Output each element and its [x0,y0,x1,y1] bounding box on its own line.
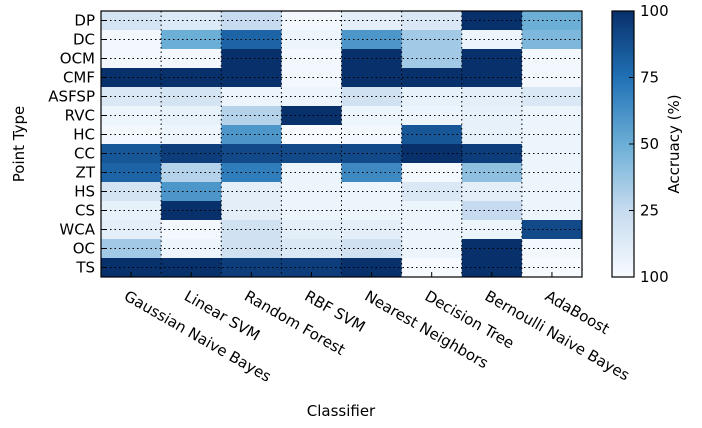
heatmap-cell-cc-3 [281,144,342,164]
heatmap-cell-zt-0 [101,163,162,183]
heatmap-cell-oc-3 [281,239,342,259]
heatmap-cell-cmf-2 [221,68,282,88]
heatmap-cell-cc-2 [221,144,282,164]
heatmap-cell-oc-2 [221,239,282,259]
heatmap-cell-hc-3 [281,125,342,145]
heatmap-cell-cs-3 [281,201,342,221]
heatmap-cell-hs-6 [461,182,523,202]
y-tick-label-ts: TS [75,259,95,277]
y-tick-label-hs: HS [74,183,95,201]
heatmap-cell-rvc-0 [101,106,162,126]
heatmap-cell-dp-6 [461,11,523,31]
colorbar-ticks: 100 75 50 25 100 [629,2,669,286]
x-axis-label: Classifier [307,402,376,420]
y-tick-label-ocm: OCM [60,50,95,68]
y-tick-label-hc: HC [73,126,95,144]
heatmap-cell-hc-5 [401,125,463,145]
heatmap-cell-hs-3 [281,182,342,202]
heatmap-cell-oc-5 [401,239,463,259]
heatmap-cell-asfsp-0 [101,87,162,107]
colorbar-tick-label: 50 [640,135,659,153]
heatmap-cell-rvc-6 [461,106,523,126]
heatmap-cell-cc-0 [101,144,162,164]
heatmap-cell-dp-2 [221,11,282,31]
heatmap-cell-hc-0 [101,125,162,145]
heatmap-cell-cmf-6 [461,68,523,88]
heatmap-cell-ts-0 [101,258,162,278]
heatmap-cell-zt-3 [281,163,342,183]
heatmap-cell-ts-5 [401,258,463,278]
heatmap-cell-ocm-6 [461,49,523,69]
grid-lines [101,11,582,277]
heatmap-cell-asfsp-2 [221,87,282,107]
heatmap-cell-ts-3 [281,258,342,278]
heatmap-cell-dc-2 [221,30,282,50]
y-tick-label-rvc: RVC [65,107,95,125]
heatmap-cell-hc-2 [221,125,282,145]
y-tick-label-cmf: CMF [63,69,95,87]
heatmap-cell-cs-2 [221,201,282,221]
heatmap-cell-dc-6 [461,30,523,50]
heatmap-cell-ocm-3 [281,49,342,69]
heatmap-cell-dp-0 [101,11,162,31]
heatmap-cell-wca-2 [221,220,282,240]
heatmap-cell-cmf-3 [281,68,342,88]
colorbar-tick-label: 75 [640,69,659,87]
heatmap-cell-cmf-0 [101,68,162,88]
heatmap-cell-dp-3 [281,11,342,31]
heatmap-cell-asfsp-3 [281,87,342,107]
heatmap-cell-ocm-0 [101,49,162,69]
heatmap-cell-asfsp-6 [461,87,523,107]
colorbar-tick-label: 100 [640,2,669,20]
heatmap-cell-wca-3 [281,220,342,240]
heatmap-cell-zt-2 [221,163,282,183]
heatmap-cell-asfsp-5 [401,87,463,107]
heatmap-cell-cs-5 [401,201,463,221]
heatmap-cell-cs-0 [101,201,162,221]
heatmap-cell-rvc-3 [281,106,342,126]
heatmap-cell-wca-5 [401,220,463,240]
heatmap-cell-dp-5 [401,11,463,31]
y-tick-label-dp: DP [74,12,95,30]
colorbar-tick-label: 100 [640,268,669,286]
heatmap-cell-dc-0 [101,30,162,50]
y-tick-label-asfsp: ASFSP [48,88,95,106]
heatmap-cell-wca-0 [101,220,162,240]
plot-frame [100,10,583,278]
heatmap-cell-cmf-5 [401,68,463,88]
y-tick-label-wca: WCA [59,221,95,239]
colorbar-tick-label: 25 [640,202,659,220]
heatmap-cell-zt-5 [401,163,463,183]
heatmap-cell-hs-0 [101,182,162,202]
y-tick-label-cs: CS [75,202,95,220]
y-tick-label-cc: CC [74,145,95,163]
heatmap-cell-cc-6 [461,144,523,164]
heatmap-cell-oc-0 [101,239,162,259]
heatmap-cell-cs-6 [461,201,523,221]
colorbar-label: Accruacy (%) [665,94,683,193]
y-axis-label: Point Type [10,106,28,182]
heatmap-cell-ts-6 [461,258,523,278]
heatmap-cell-rvc-2 [221,106,282,126]
heatmap-cell-ts-2 [221,258,282,278]
heatmap-cell-zt-6 [461,163,523,183]
y-tick-label-oc: OC [73,240,95,258]
heatmap-cell-dc-5 [401,30,463,50]
heatmap-cell-cc-5 [401,144,463,164]
y-tick-label-dc: DC [73,31,95,49]
heatmap-cell-ocm-5 [401,49,463,69]
heatmap-cell-ocm-2 [221,49,282,69]
heatmap-cell-dc-3 [281,30,342,50]
heatmap-cell-oc-6 [461,239,523,259]
heatmap-cell-rvc-5 [401,106,463,126]
y-tick-label-zt: ZT [76,164,96,182]
heatmap-cell-hc-6 [461,125,523,145]
x-tick-label-random-forest: Random Forest [241,287,348,359]
heatmap-cell-hs-2 [221,182,282,202]
heatmap-cell-wca-6 [461,220,523,240]
heatmap-cell-hs-5 [401,182,463,202]
